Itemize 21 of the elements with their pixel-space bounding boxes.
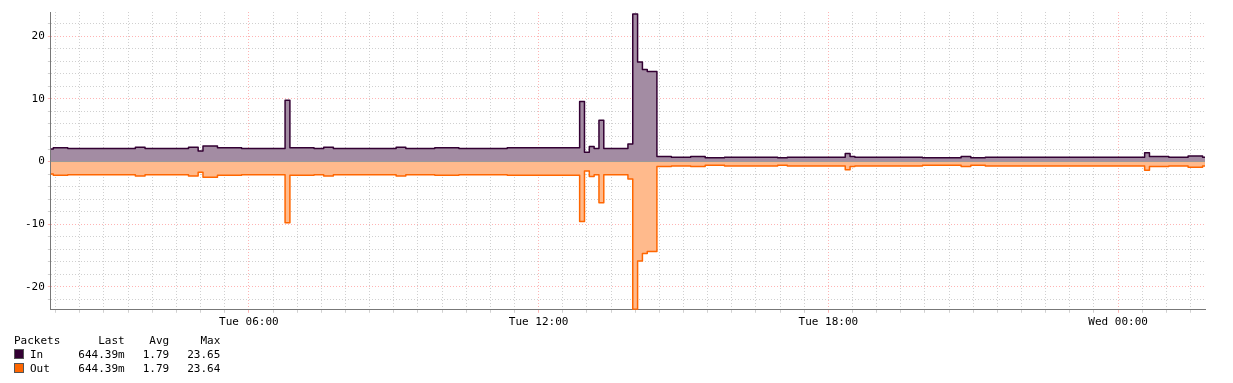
x-tick-label: Tue 18:00 [798,315,859,329]
text: 23.65 [186,348,221,362]
x-tick-label: Wed 00:00 [1088,315,1148,329]
text: 1.79 [141,362,170,376]
y-tick-label: 10 [31,91,45,105]
text: Avg [148,334,170,348]
y-tick-label: 20 [31,29,45,43]
text: 644.39m [77,362,125,376]
text: 644.39m [77,348,125,362]
text: 23.64 [186,362,221,376]
y-tick-label: 0 [38,154,45,168]
text: 1.79 [141,348,170,362]
text: Max [199,334,221,348]
y-tick-label: -10 [24,216,45,230]
y-tick-label: -20 [24,279,45,293]
x-tick-label: Tue 12:00 [508,315,569,329]
x-tick-label: Tue 06:00 [219,315,279,329]
legend-label: In [29,348,45,362]
text: Last [97,334,125,348]
legend-title: Packets [14,334,61,348]
legend-label: Out [29,362,51,376]
